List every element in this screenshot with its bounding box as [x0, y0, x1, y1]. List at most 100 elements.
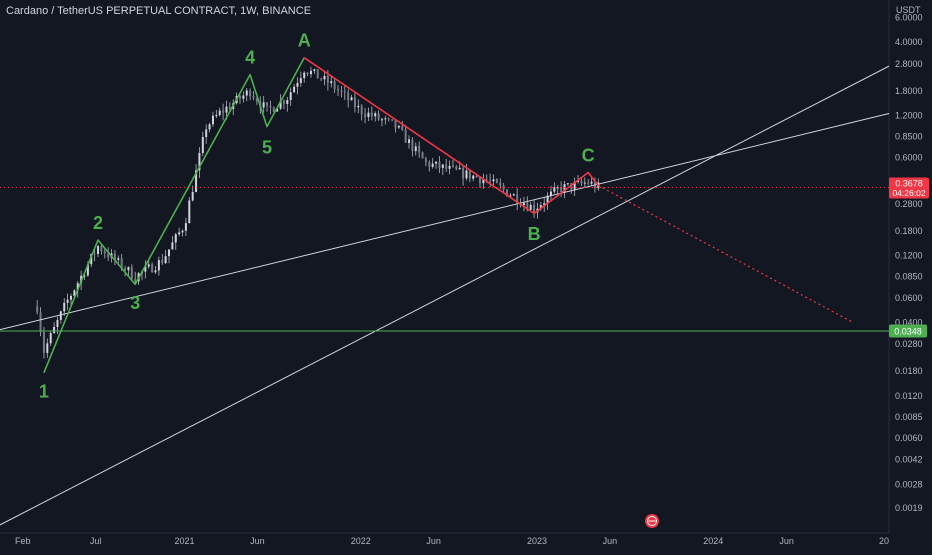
- price-tick-label: 0.8500: [895, 131, 923, 141]
- candle-body: [97, 246, 100, 255]
- price-tick-label: 0.0280: [895, 339, 923, 349]
- trendline-1[interactable]: [0, 112, 890, 331]
- candle-body: [353, 97, 356, 108]
- candle-body: [428, 161, 431, 167]
- candle-body: [262, 102, 265, 108]
- price-tick-label: 0.0120: [895, 391, 923, 401]
- time-tick-label: 2022: [351, 536, 371, 546]
- candle-body: [238, 95, 241, 99]
- time-axis[interactable]: Feb Jul 2021 Jun 2022 Jun 2023 Jun 2024 Jun 20: [15, 536, 889, 546]
- price-tick-label: 0.0400: [895, 318, 923, 328]
- candle-body: [343, 91, 346, 93]
- candle-body: [266, 102, 269, 106]
- candle-body: [59, 311, 62, 320]
- candle-body: [124, 268, 127, 271]
- candle-body: [269, 105, 272, 108]
- candle-body: [228, 106, 231, 109]
- candle-body: [205, 129, 208, 138]
- candle-body: [113, 253, 116, 260]
- candle-body: [580, 180, 583, 184]
- wave-labels-group: 1 2 3 4 5 A B C: [39, 30, 595, 401]
- candle-body: [272, 107, 275, 112]
- candle-body: [441, 164, 444, 168]
- candle-body: [472, 175, 475, 179]
- candle-body: [293, 86, 296, 93]
- price-tick-label: 6.0000: [895, 13, 923, 23]
- wave-label-1: 1: [39, 382, 49, 402]
- candle-body: [171, 242, 174, 250]
- candle-body: [553, 187, 556, 192]
- price-tick-label: 2.8000: [895, 59, 923, 69]
- price-tick-label: 0.0085: [895, 412, 923, 422]
- price-tick-label: 0.6000: [895, 153, 923, 163]
- candle-body: [303, 72, 306, 79]
- candle-body: [134, 278, 137, 282]
- candle-body: [522, 203, 525, 206]
- price-tick-label: 1.2000: [895, 110, 923, 120]
- candle-body: [411, 139, 414, 152]
- candle-body: [46, 343, 49, 354]
- candle-body: [566, 183, 569, 185]
- wave-line-impulse-waves[interactable]: [43, 57, 305, 374]
- price-tick-label: 0.0850: [895, 272, 923, 282]
- price-tick-label: 0.0028: [895, 479, 923, 489]
- candle-body: [127, 267, 130, 271]
- candle-body: [211, 115, 214, 125]
- candle-body: [309, 70, 312, 75]
- candle-body: [495, 179, 498, 183]
- trendline-2[interactable]: [0, 65, 890, 526]
- candle-body: [100, 246, 103, 252]
- candle-body: [394, 120, 397, 128]
- candle-body: [421, 152, 424, 159]
- candle-body: [485, 179, 488, 181]
- candle-body: [560, 187, 563, 193]
- candle-body: [164, 256, 167, 264]
- candle-body: [499, 182, 502, 186]
- candle-body: [252, 96, 255, 99]
- price-tick-label: 0.0019: [895, 503, 923, 513]
- candle-body: [93, 254, 96, 256]
- candle-body: [397, 125, 400, 128]
- price-axis[interactable]: 6.0000 4.0000 2.8000 1.8000 1.2000 0.8500 0.60…: [895, 13, 923, 513]
- candle-body: [188, 200, 191, 224]
- economic-event-icon[interactable]: [645, 514, 659, 528]
- horizontal-lines-group: [0, 186, 889, 332]
- candle-body: [533, 204, 536, 213]
- candle-body: [563, 184, 566, 193]
- wave-label-2: 2: [93, 213, 103, 233]
- candle-body: [225, 106, 228, 113]
- candle-body: [157, 260, 160, 271]
- candle-body: [130, 267, 133, 279]
- candle-body: [431, 163, 434, 167]
- candle-body: [404, 129, 407, 143]
- bar-countdown: 04:26:02: [892, 188, 925, 198]
- trendline-group: [0, 65, 890, 526]
- candle-body: [539, 205, 542, 209]
- candle-body: [333, 81, 336, 90]
- price-tick-label: 0.0042: [895, 455, 923, 465]
- candle-body: [313, 69, 316, 71]
- candle-body: [178, 232, 181, 235]
- candle-body: [90, 254, 93, 265]
- candle-body: [465, 170, 468, 179]
- time-tick-label: 2023: [527, 536, 547, 546]
- candle-body: [377, 113, 380, 120]
- candle-body: [350, 97, 353, 101]
- candle-body: [526, 203, 529, 210]
- candle-body: [391, 119, 394, 121]
- candle-body: [330, 81, 333, 84]
- candle-body: [198, 152, 201, 171]
- candle-body: [276, 108, 279, 112]
- candle-body: [299, 78, 302, 83]
- candle-body: [218, 110, 221, 116]
- candle-body: [448, 165, 451, 169]
- candle-body: [120, 258, 123, 269]
- current-price-tag: [889, 177, 929, 199]
- candle-body: [181, 230, 184, 233]
- candle-body: [306, 72, 309, 75]
- wave-line-corrective-waves[interactable]: [303, 57, 599, 215]
- candle-body: [509, 195, 512, 197]
